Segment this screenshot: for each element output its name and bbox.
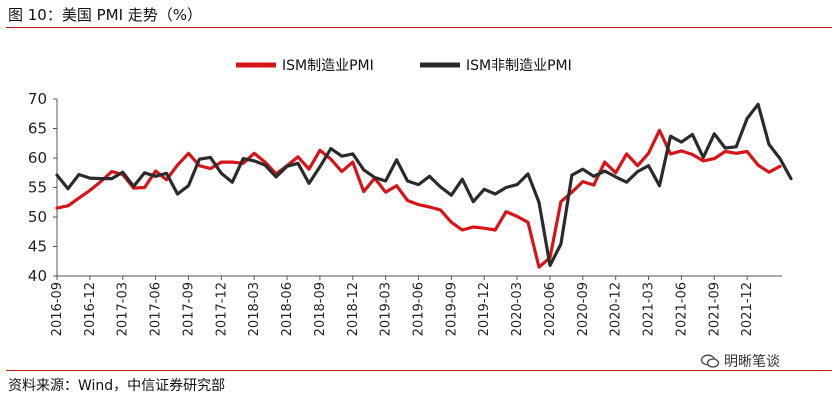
legend-label-services: ISM非制造业PMI: [466, 58, 572, 74]
series-line-services: [55, 102, 793, 267]
x-tick-label: 2018-09: [313, 282, 328, 336]
watermark: 明晰笔谈: [700, 351, 780, 371]
wechat-icon: [700, 354, 720, 368]
x-tick-label: 2020-09: [576, 282, 591, 336]
series-line-manufacturing: [55, 128, 782, 269]
x-tick-label: 2017-09: [181, 282, 196, 336]
y-tick-label: 55: [28, 179, 47, 197]
x-tick-label: 2018-06: [280, 282, 295, 336]
chart-axes: 40 45 50 55 60 65 70 2016-09 2016-12 2017-03 2017-…: [28, 90, 782, 336]
x-tick-label: 2021-03: [642, 282, 657, 336]
x-tick-label: 2018-12: [346, 282, 361, 336]
x-tick-label: 2019-03: [379, 282, 394, 336]
chart-legend: ISM制造业PMI ISM非制造业PMI: [236, 58, 572, 74]
x-tick-label: 2016-12: [83, 282, 98, 336]
y-tick-label: 70: [28, 90, 47, 108]
x-tick-label: 2021-06: [674, 282, 689, 336]
y-tick-label: 60: [28, 149, 47, 167]
y-tick-label: 50: [28, 208, 47, 226]
x-tick-label: 2018-03: [247, 282, 262, 336]
legend-label-manufacturing: ISM制造业PMI: [282, 58, 374, 74]
x-tick-label: 2020-12: [609, 282, 624, 336]
x-tick-label: 2021-09: [707, 282, 722, 336]
x-tick-label: 2016-09: [50, 282, 65, 336]
y-tick-label: 65: [28, 120, 47, 138]
source-note: 资料来源：Wind，中信证券研究部: [8, 378, 226, 394]
y-tick-label: 45: [28, 238, 47, 256]
x-tick-label: 2020-03: [510, 282, 525, 336]
y-tick-label: 40: [28, 267, 47, 285]
pmi-line-chart: ISM制造业PMI ISM非制造业PMI 40 45 50 55 60 65 70 2016-…: [28, 58, 793, 336]
x-tick-label: 2019-06: [412, 282, 427, 336]
x-tick-label: 2017-03: [116, 282, 131, 336]
chart-title: 图 10：美国 PMI 走势（%）: [8, 6, 203, 24]
x-tick-label: 2017-12: [214, 282, 229, 336]
x-tick-label: 2019-12: [477, 282, 492, 336]
x-tick-label: 2019-09: [444, 282, 459, 336]
bottom-rule: [6, 370, 832, 371]
x-tick-label: 2017-06: [149, 282, 164, 336]
chart-series: [55, 102, 793, 269]
x-tick-label: 2021-12: [740, 282, 755, 336]
top-rule: [6, 27, 832, 28]
watermark-text: 明晰笔谈: [724, 354, 780, 370]
x-tick-label: 2020-06: [543, 282, 558, 336]
